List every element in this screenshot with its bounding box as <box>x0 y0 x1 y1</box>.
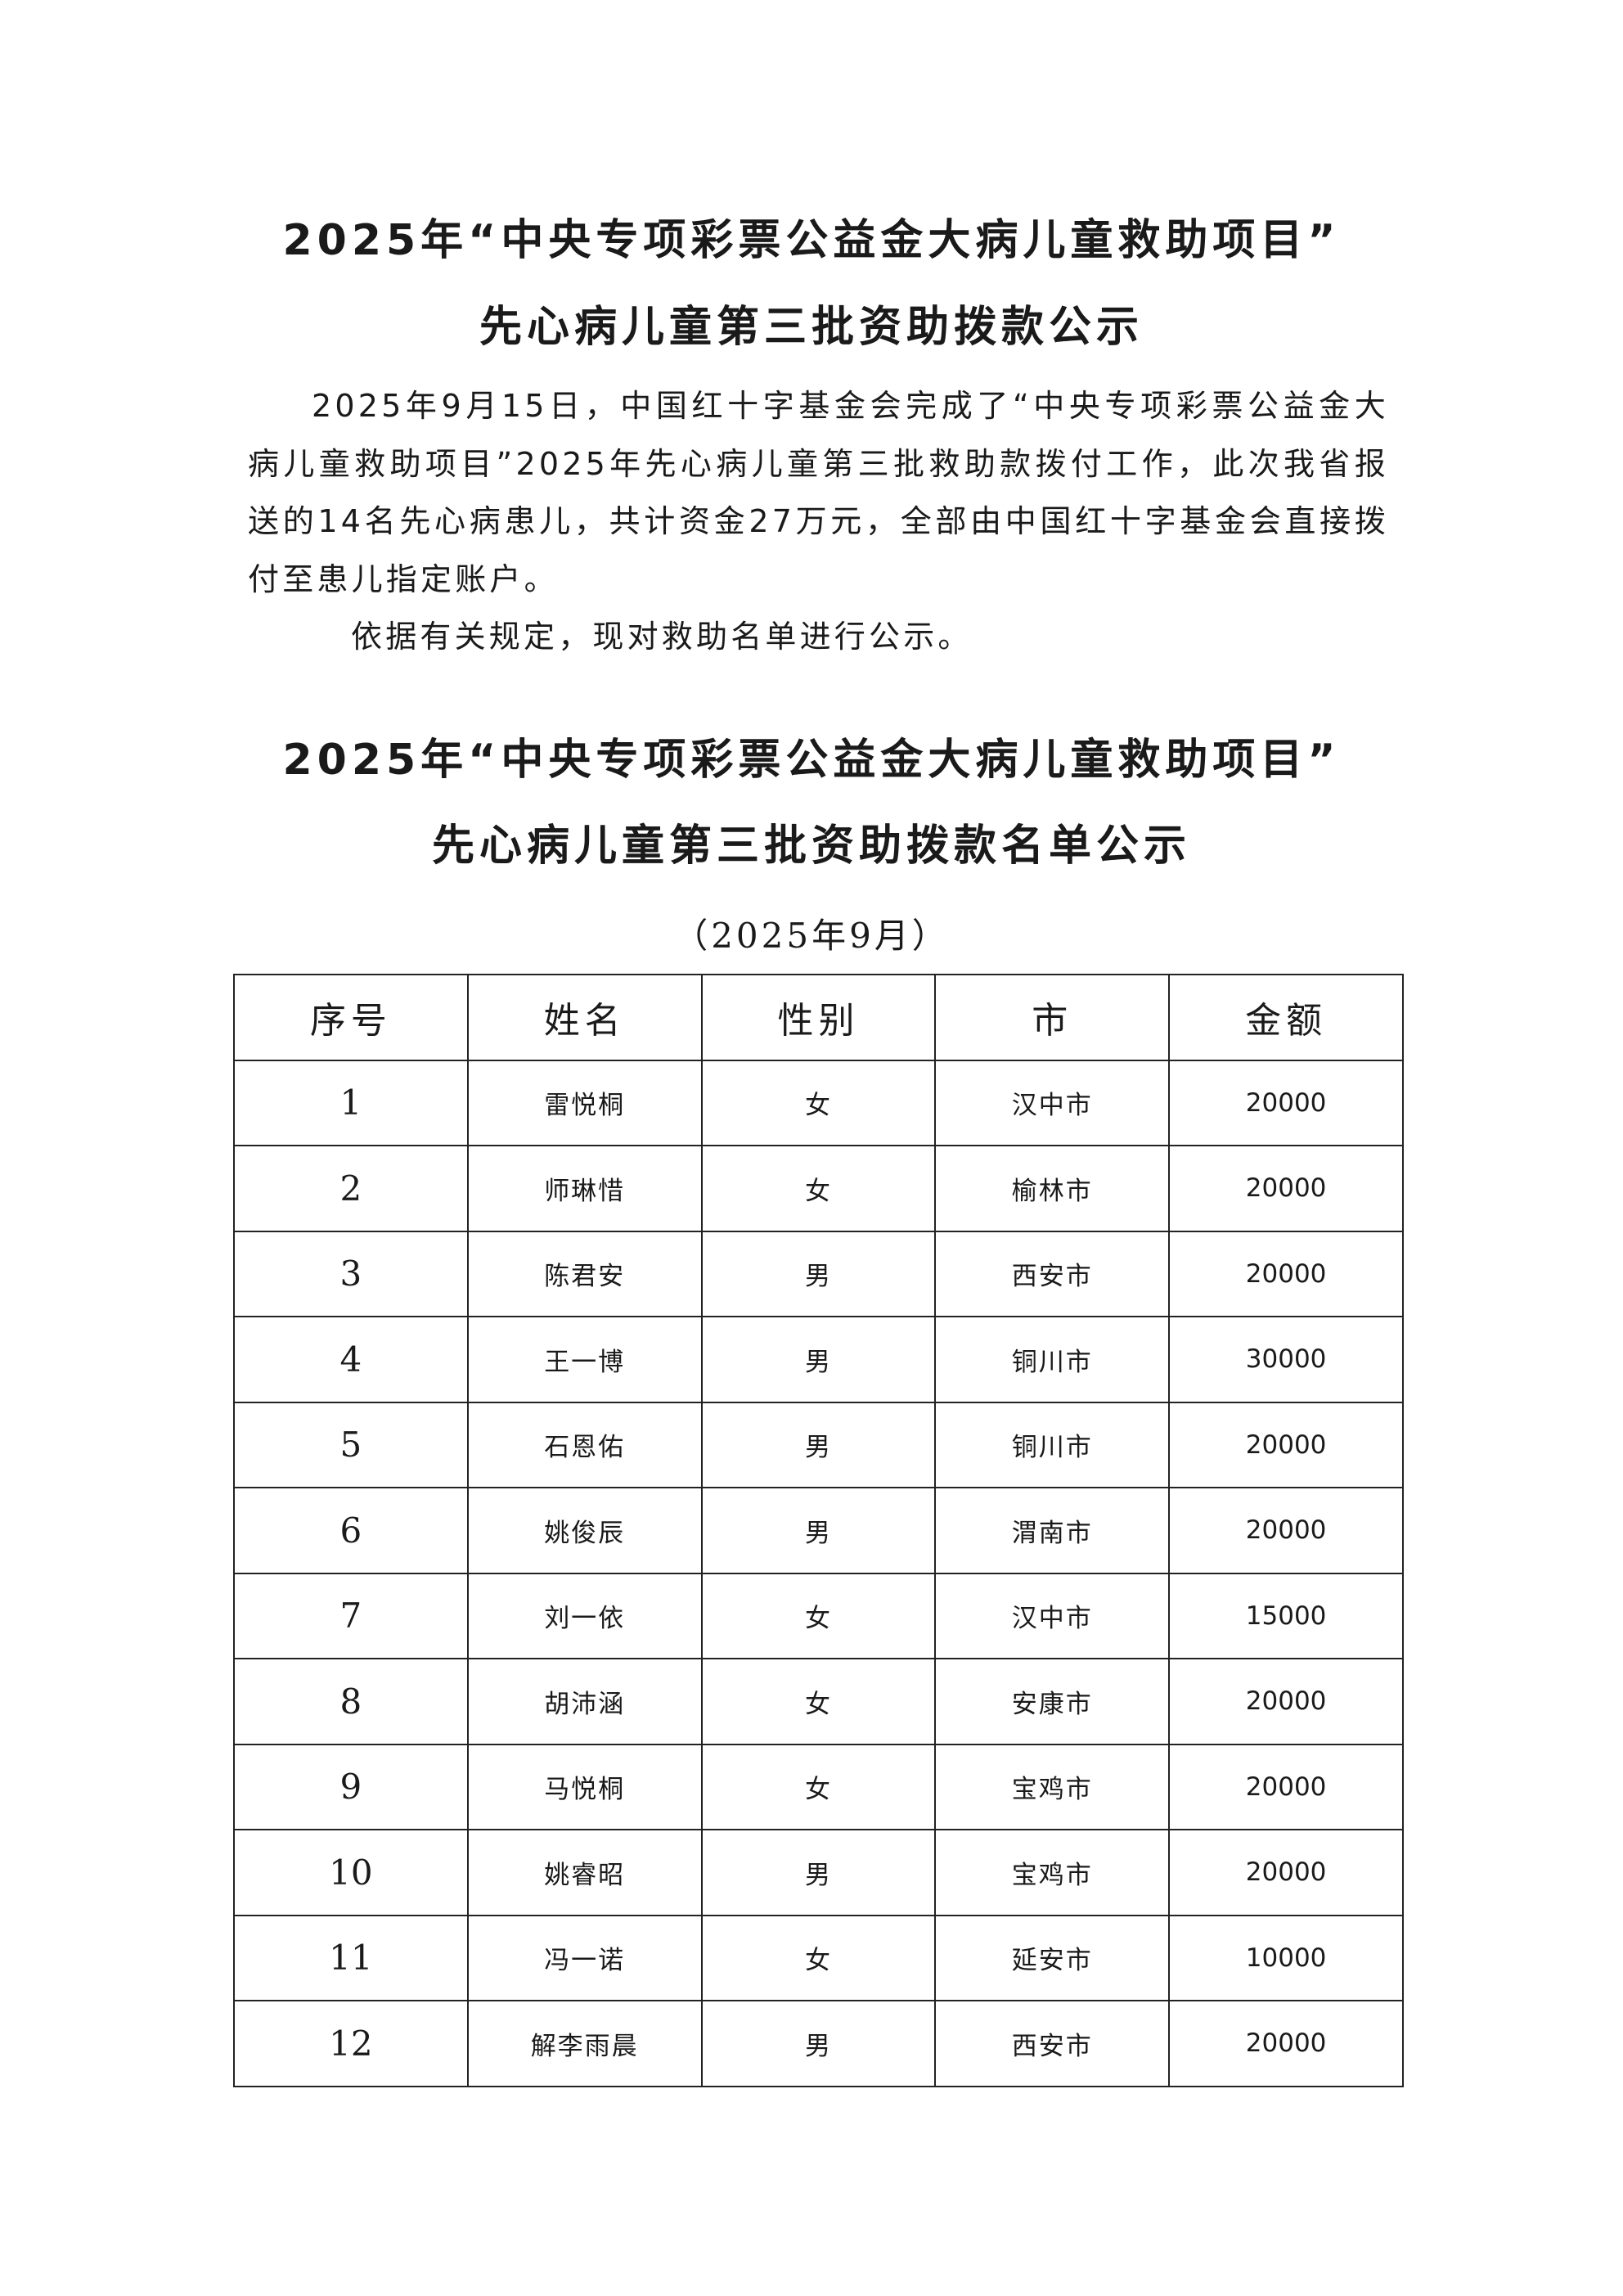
table-row: 11 冯一诺女延安市 10000 <box>233 1914 1404 2001</box>
table-row: 4 王一博男铜川市 30000 <box>233 1316 1404 1403</box>
cell-name: 王一博 <box>466 1316 703 1403</box>
cell-city: 宝鸡市 <box>934 1743 1171 1830</box>
cell-amount: 15000 <box>1168 1572 1404 1659</box>
notice-paragraph-1: 2025年9月15日，中国红十字基金会完成了“中央专项彩票公益金大病儿童救助项目… <box>248 388 1389 597</box>
cell-city: 汉中市 <box>934 1059 1171 1146</box>
cell-name: 雷悦桐 <box>466 1059 703 1146</box>
recipient-table: 序号 姓名 性别 市 金额 1 雷悦桐女汉中市 20000 2 师琳惜女榆林市 20000… <box>233 974 1404 2087</box>
cell-index: 9 <box>233 1743 469 1830</box>
cell-name: 冯一诺 <box>466 1914 703 2001</box>
header-name: 姓名 <box>466 974 703 1061</box>
notice-paragraph-2: 依据有关规定，现对救助名单进行公示。 <box>351 619 973 655</box>
cell-city: 延安市 <box>934 1914 1171 2001</box>
cell-index: 3 <box>233 1230 469 1317</box>
cell-amount: 20000 <box>1168 1743 1404 1830</box>
cell-city: 铜川市 <box>934 1401 1171 1488</box>
header-index: 序号 <box>233 974 469 1061</box>
table-row: 1 雷悦桐女汉中市 20000 <box>233 1059 1404 1146</box>
table-row: 12 解李雨晨男西安市 20000 <box>233 2000 1404 2087</box>
cell-index: 12 <box>233 2000 469 2087</box>
table-row: 2 师琳惜女榆林市 20000 <box>233 1145 1404 1232</box>
cell-index: 11 <box>233 1914 469 2001</box>
cell-city: 西安市 <box>934 1230 1171 1317</box>
cell-gender: 女 <box>700 1145 937 1232</box>
cell-city: 宝鸡市 <box>934 1829 1171 1916</box>
header-city: 市 <box>934 974 1171 1061</box>
cell-name: 陈君安 <box>466 1230 703 1317</box>
cell-city: 西安市 <box>934 2000 1171 2087</box>
cell-amount: 30000 <box>1168 1316 1404 1403</box>
cell-city: 安康市 <box>934 1658 1171 1745</box>
cell-index: 5 <box>233 1401 469 1488</box>
cell-amount: 20000 <box>1168 1401 1404 1488</box>
notice-title-line1: 2025年“中央专项彩票公益金大病儿童救助项目” <box>282 216 1341 265</box>
cell-city: 渭南市 <box>934 1487 1171 1574</box>
cell-city: 汉中市 <box>934 1572 1171 1659</box>
cell-index: 2 <box>233 1145 469 1232</box>
cell-index: 4 <box>233 1316 469 1403</box>
cell-gender: 女 <box>700 1059 937 1146</box>
cell-gender: 男 <box>700 1487 937 1574</box>
table-row: 5 石恩佑男铜川市 20000 <box>233 1401 1404 1488</box>
cell-gender: 男 <box>700 1230 937 1317</box>
cell-gender: 男 <box>700 1316 937 1403</box>
list-title-line2: 先心病儿童第三批资助拨款名单公示 <box>431 822 1191 871</box>
cell-amount: 20000 <box>1168 1829 1404 1916</box>
list-title-line1: 2025年“中央专项彩票公益金大病儿童救助项目” <box>282 736 1341 785</box>
cell-amount: 20000 <box>1168 2000 1404 2087</box>
cell-name: 姚俊辰 <box>466 1487 703 1574</box>
cell-amount: 10000 <box>1168 1914 1404 2001</box>
cell-name: 马悦桐 <box>466 1743 703 1830</box>
table-header-row: 序号 姓名 性别 市 金额 <box>233 974 1404 1061</box>
header-gender: 性别 <box>700 974 937 1061</box>
table-row: 10 姚睿昭男宝鸡市 20000 <box>233 1829 1404 1916</box>
cell-amount: 20000 <box>1168 1059 1404 1146</box>
table-row: 3 陈君安男西安市 20000 <box>233 1230 1404 1317</box>
cell-index: 10 <box>233 1829 469 1916</box>
cell-amount: 20000 <box>1168 1487 1404 1574</box>
cell-gender: 男 <box>700 1829 937 1916</box>
cell-amount: 20000 <box>1168 1658 1404 1745</box>
cell-amount: 20000 <box>1168 1230 1404 1317</box>
header-amount: 金额 <box>1168 974 1404 1061</box>
table-row: 9 马悦桐女宝鸡市 20000 <box>233 1743 1404 1830</box>
table-row: 8 胡沛涵女安康市 20000 <box>233 1658 1404 1745</box>
cell-name: 胡沛涵 <box>466 1658 703 1745</box>
notice-title-line2: 先心病儿童第三批资助拨款公示 <box>479 303 1144 352</box>
cell-name: 解李雨晨 <box>466 2000 703 2087</box>
cell-gender: 女 <box>700 1572 937 1659</box>
cell-name: 石恩佑 <box>466 1401 703 1488</box>
cell-name: 师琳惜 <box>466 1145 703 1232</box>
cell-name: 刘一依 <box>466 1572 703 1659</box>
cell-index: 6 <box>233 1487 469 1574</box>
cell-gender: 男 <box>700 1401 937 1488</box>
cell-gender: 女 <box>700 1914 937 2001</box>
table-row: 6 姚俊辰男渭南市 20000 <box>233 1487 1404 1574</box>
cell-index: 8 <box>233 1658 469 1745</box>
cell-amount: 20000 <box>1168 1145 1404 1232</box>
table-row: 7 刘一依女汉中市 15000 <box>233 1572 1404 1659</box>
cell-city: 榆林市 <box>934 1145 1171 1232</box>
cell-gender: 男 <box>700 2000 937 2087</box>
cell-gender: 女 <box>700 1658 937 1745</box>
cell-city: 铜川市 <box>934 1316 1171 1403</box>
cell-gender: 女 <box>700 1743 937 1830</box>
cell-index: 7 <box>233 1572 469 1659</box>
notice-body: 2025年9月15日，中国红十字基金会完成了“中央专项彩票公益金大病儿童救助项目… <box>248 377 1389 666</box>
cell-index: 1 <box>233 1059 469 1146</box>
list-date: （2025年9月） <box>673 916 950 956</box>
cell-name: 姚睿昭 <box>466 1829 703 1916</box>
